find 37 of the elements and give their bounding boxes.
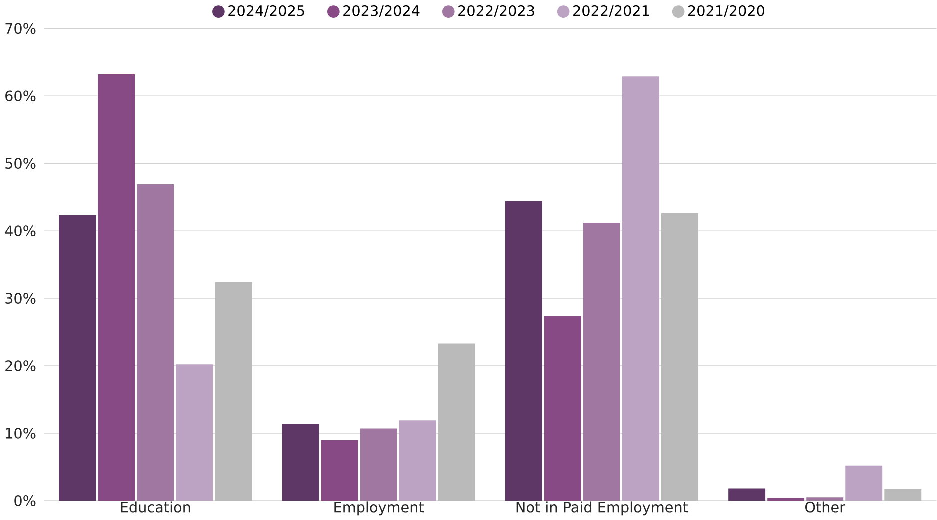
y-tick-label: 30%: [6, 293, 36, 304]
bar: [728, 488, 766, 501]
bar: [282, 424, 320, 501]
legend-label: 2023/2024: [344, 5, 420, 18]
bar: [98, 74, 136, 501]
bar: [544, 316, 582, 501]
bar: [215, 282, 252, 501]
legend-label: 2022/2023: [458, 5, 534, 18]
bar: [321, 440, 358, 501]
bar: [662, 213, 698, 501]
x-tick-label: Not in Paid Employment: [516, 502, 688, 516]
bar: [622, 76, 660, 501]
y-tick-label: 60%: [6, 90, 36, 102]
x-tick-label: Other: [806, 502, 846, 513]
bar: [176, 364, 214, 501]
bar: [360, 428, 398, 501]
legend-label: 2022/2021: [574, 5, 650, 18]
legend-label: 2021/2020: [688, 5, 764, 18]
y-tick-label: 70%: [6, 23, 36, 34]
bar: [438, 344, 476, 501]
y-tick-label: 10%: [6, 428, 36, 439]
y-tick-label: 0%: [14, 495, 36, 506]
y-tick-label: 20%: [6, 360, 36, 372]
bar: [806, 498, 844, 501]
x-tick-label: Education: [121, 502, 190, 513]
bar: [846, 466, 883, 501]
bar: [137, 184, 174, 501]
y-tick-label: 50%: [6, 158, 36, 169]
legend-label: 2024/2025: [228, 5, 304, 18]
bar: [583, 222, 620, 501]
bar: [884, 489, 922, 501]
bar: [59, 215, 96, 501]
y-tick-label: 40%: [5, 226, 36, 236]
bar: [768, 498, 805, 501]
bar: [505, 201, 542, 501]
x-tick-label: Employment: [334, 502, 424, 516]
bar: [399, 420, 436, 501]
